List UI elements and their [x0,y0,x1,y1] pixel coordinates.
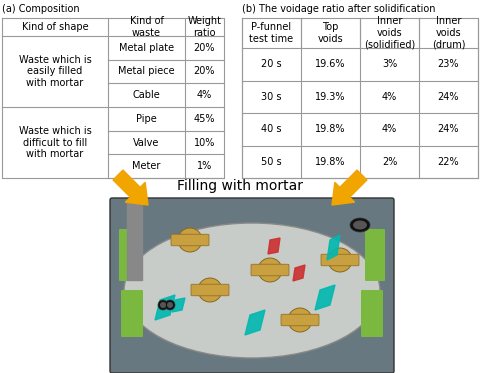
Polygon shape [293,265,305,281]
Text: 50 s: 50 s [261,157,282,167]
FancyBboxPatch shape [121,290,143,337]
FancyBboxPatch shape [251,264,289,276]
Text: 24%: 24% [438,92,459,102]
Text: 1%: 1% [197,161,212,171]
Text: (b) The voidage ratio after solidification: (b) The voidage ratio after solidificati… [242,4,435,14]
Text: 20%: 20% [194,43,215,53]
FancyBboxPatch shape [191,284,229,296]
Text: 10%: 10% [194,138,215,147]
Text: 19.8%: 19.8% [315,157,346,167]
Polygon shape [172,298,185,312]
Text: (a) Composition: (a) Composition [2,4,80,14]
Text: 3%: 3% [382,59,397,69]
FancyBboxPatch shape [119,229,139,281]
Text: Weight
ratio: Weight ratio [188,16,221,38]
FancyArrow shape [332,170,367,205]
Circle shape [328,248,352,272]
Text: Kind of
waste: Kind of waste [130,16,163,38]
Text: 19.3%: 19.3% [315,92,346,102]
Circle shape [198,278,222,302]
Text: 24%: 24% [438,124,459,134]
FancyBboxPatch shape [110,198,394,373]
Text: Pipe: Pipe [136,114,157,124]
Circle shape [288,308,312,332]
Text: P-funnel
test time: P-funnel test time [250,22,294,44]
Ellipse shape [353,220,367,229]
Text: 20%: 20% [194,66,215,76]
FancyBboxPatch shape [171,234,209,246]
Text: 40 s: 40 s [261,124,282,134]
Polygon shape [245,310,265,335]
Text: Metal piece: Metal piece [118,66,175,76]
FancyBboxPatch shape [321,254,359,266]
Text: Waste which is
difficult to fill
with mortar: Waste which is difficult to fill with mo… [19,126,91,159]
Text: Inner
voids
(drum): Inner voids (drum) [432,16,465,50]
FancyBboxPatch shape [361,290,383,337]
Circle shape [165,300,175,310]
FancyBboxPatch shape [365,229,385,281]
Text: 4%: 4% [382,92,397,102]
Text: 4%: 4% [197,90,212,100]
Circle shape [258,258,282,282]
Polygon shape [155,295,175,320]
Polygon shape [268,238,280,254]
Circle shape [167,302,173,308]
Text: Valve: Valve [133,138,160,147]
Text: 30 s: 30 s [261,92,282,102]
Text: Top
voids: Top voids [318,22,343,44]
Text: 4%: 4% [382,124,397,134]
FancyArrow shape [113,170,148,205]
Circle shape [178,228,202,252]
Ellipse shape [350,218,370,232]
Polygon shape [327,235,340,260]
FancyBboxPatch shape [281,314,319,326]
Text: Meter: Meter [132,161,161,171]
Text: Filling with mortar: Filling with mortar [177,179,303,193]
Circle shape [158,300,168,310]
Ellipse shape [124,223,380,358]
Circle shape [160,302,166,308]
Text: Metal plate: Metal plate [119,43,174,53]
Text: Cable: Cable [132,90,160,100]
Text: 45%: 45% [194,114,215,124]
Text: 22%: 22% [438,157,459,167]
Text: Kind of shape: Kind of shape [22,22,88,32]
Text: 20 s: 20 s [261,59,282,69]
Text: 19.6%: 19.6% [315,59,346,69]
Text: Inner
voids
(solidified): Inner voids (solidified) [364,16,415,50]
Polygon shape [315,285,335,310]
Text: 23%: 23% [438,59,459,69]
Text: 2%: 2% [382,157,397,167]
Text: 19.8%: 19.8% [315,124,346,134]
Text: Waste which is
easily filled
with mortar: Waste which is easily filled with mortar [19,55,91,88]
